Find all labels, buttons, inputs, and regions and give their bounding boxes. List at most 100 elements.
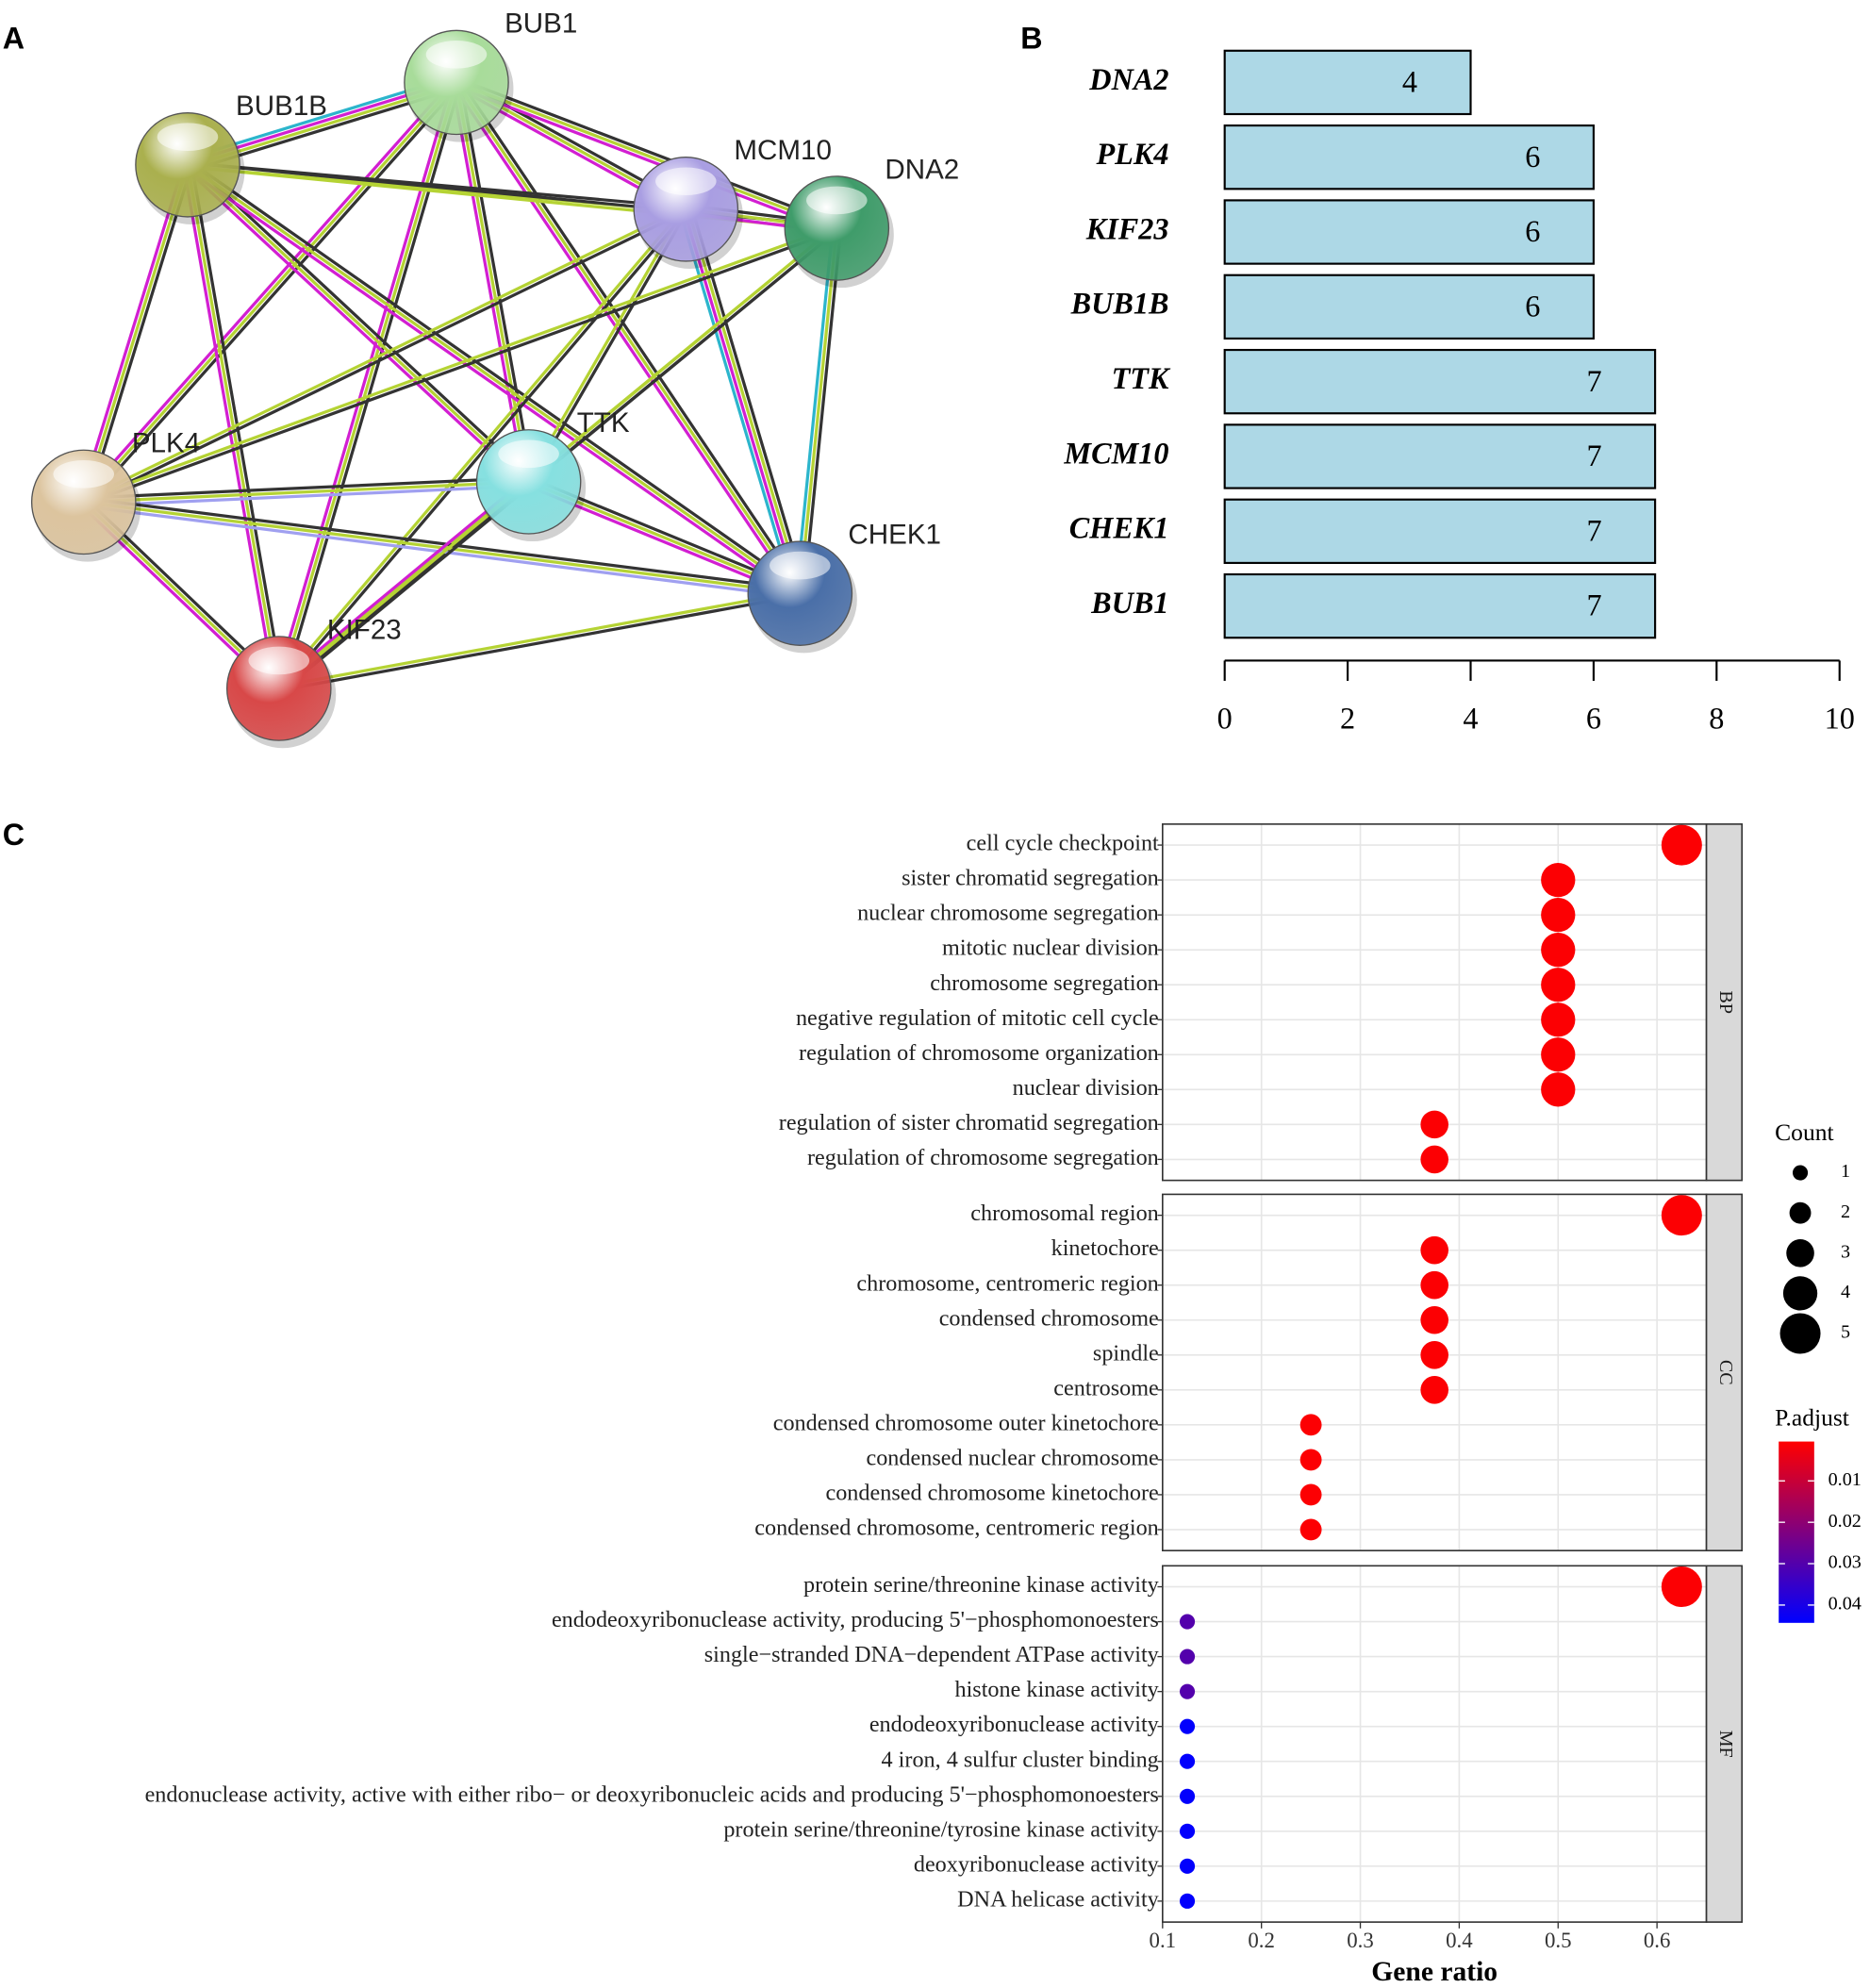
bar <box>1223 273 1595 340</box>
category-label: chromosome segregation <box>930 970 1158 996</box>
bar <box>1223 348 1657 415</box>
size-legend-label: 5 <box>1841 1322 1850 1343</box>
node-shine <box>248 646 310 675</box>
edge <box>85 84 461 506</box>
dot <box>1179 1648 1196 1665</box>
category-label: nuclear division <box>1013 1075 1159 1101</box>
category-label: chromosomal region <box>970 1201 1159 1226</box>
dot <box>1661 1566 1702 1608</box>
edge <box>452 83 799 597</box>
category-label: endodeoxyribonuclease activity, producin… <box>552 1607 1159 1632</box>
color-tick-label: 0.02 <box>1829 1511 1862 1532</box>
edge <box>189 160 533 480</box>
facet-strip <box>1705 1193 1744 1551</box>
network-edges <box>78 75 843 693</box>
dot <box>1420 1145 1448 1174</box>
node-label: KIF23 <box>327 614 402 645</box>
dot <box>1661 824 1702 866</box>
facet-label: MF <box>1715 1731 1736 1758</box>
dot <box>1179 1614 1196 1630</box>
dot <box>1299 1518 1322 1541</box>
node-label: MCM10 <box>734 135 831 166</box>
value-label: 6 <box>1525 140 1540 174</box>
edge <box>456 76 839 226</box>
dot <box>1179 1683 1196 1699</box>
x-tick-label: 0.2 <box>1248 1929 1275 1952</box>
edge <box>279 209 689 691</box>
dot <box>1541 933 1576 968</box>
category-label: condensed chromosome <box>939 1305 1159 1331</box>
bar <box>1223 49 1472 116</box>
x-tick-label: 4 <box>1463 701 1478 735</box>
category-label: CHEK1 <box>1069 511 1169 545</box>
edge <box>277 480 530 690</box>
category-label: single−stranded DNA−dependent ATPase act… <box>704 1642 1159 1667</box>
dot <box>1420 1270 1448 1300</box>
size-legend-dot <box>1792 1165 1809 1181</box>
edge <box>458 81 535 482</box>
bar <box>1223 572 1657 639</box>
node-label: BUB1 <box>505 8 577 40</box>
x-tick-label: 2 <box>1340 701 1355 735</box>
node-label: DNA2 <box>885 154 959 185</box>
category-label: cell cycle checkpoint <box>967 831 1159 856</box>
value-label: 7 <box>1587 439 1602 472</box>
dot <box>1179 1718 1196 1734</box>
category-label: PLK4 <box>1095 137 1168 171</box>
edge <box>802 228 843 594</box>
edge <box>86 165 193 505</box>
value-label: 6 <box>1525 289 1540 323</box>
category-label: histone kinase activity <box>954 1677 1158 1702</box>
category-label: regulation of chromosome organization <box>799 1040 1159 1066</box>
size-legend-dot <box>1786 1239 1814 1267</box>
edge <box>455 80 837 230</box>
dot <box>1541 1002 1576 1037</box>
category-label: spindle <box>1093 1340 1159 1366</box>
category-label: BUB1B <box>1070 287 1169 321</box>
size-legend-dot <box>1782 1276 1818 1311</box>
value-label: 7 <box>1587 513 1602 547</box>
category-label: kinetochore <box>1051 1235 1159 1261</box>
category-label: endodeoxyribonuclease activity <box>869 1712 1159 1737</box>
bar <box>1223 199 1595 265</box>
x-axis-title: Gene ratio <box>1371 1957 1498 1987</box>
edge <box>83 484 529 508</box>
color-tick-label: 0.01 <box>1829 1469 1862 1490</box>
facet-strip <box>1705 1565 1744 1923</box>
panel-background <box>1162 1566 1707 1923</box>
dot <box>1420 1110 1448 1139</box>
color-bar <box>1779 1441 1814 1623</box>
category-label: condensed chromosome kinetochore <box>825 1480 1158 1505</box>
node-label: CHEK1 <box>848 519 941 550</box>
node-shine <box>498 439 559 469</box>
dot <box>1299 1414 1322 1436</box>
node-shine <box>157 123 219 151</box>
edge <box>79 78 455 501</box>
category-label: sister chromatid segregation <box>902 866 1159 891</box>
category-label: centrosome <box>1053 1375 1159 1400</box>
size-legend-label: 3 <box>1841 1241 1850 1262</box>
category-label: condensed nuclear chromosome <box>866 1445 1158 1470</box>
color-tick-label: 0.03 <box>1829 1552 1862 1573</box>
edge <box>458 79 805 592</box>
dot <box>1179 1893 1196 1909</box>
panel-label: B <box>1020 22 1042 56</box>
color-legend-title: P.adjust <box>1775 1404 1849 1432</box>
category-label: endonuclease activity, active with eithe… <box>145 1781 1159 1807</box>
bar <box>1223 498 1657 564</box>
size-legend-label: 4 <box>1841 1282 1850 1302</box>
edge <box>455 82 531 483</box>
dot <box>1541 1037 1576 1072</box>
dot <box>1541 968 1576 1002</box>
edge <box>82 81 458 504</box>
panel-label: A <box>3 22 25 56</box>
size-legend-label: 1 <box>1841 1161 1850 1182</box>
x-tick-label: 0.5 <box>1545 1929 1572 1952</box>
edge <box>794 227 835 593</box>
category-label: MCM10 <box>1063 436 1168 470</box>
category-label: condensed chromosome outer kinetochore <box>773 1410 1159 1435</box>
color-tick-label: 0.04 <box>1829 1594 1862 1615</box>
dot <box>1179 1788 1196 1804</box>
node-shine <box>655 167 717 196</box>
